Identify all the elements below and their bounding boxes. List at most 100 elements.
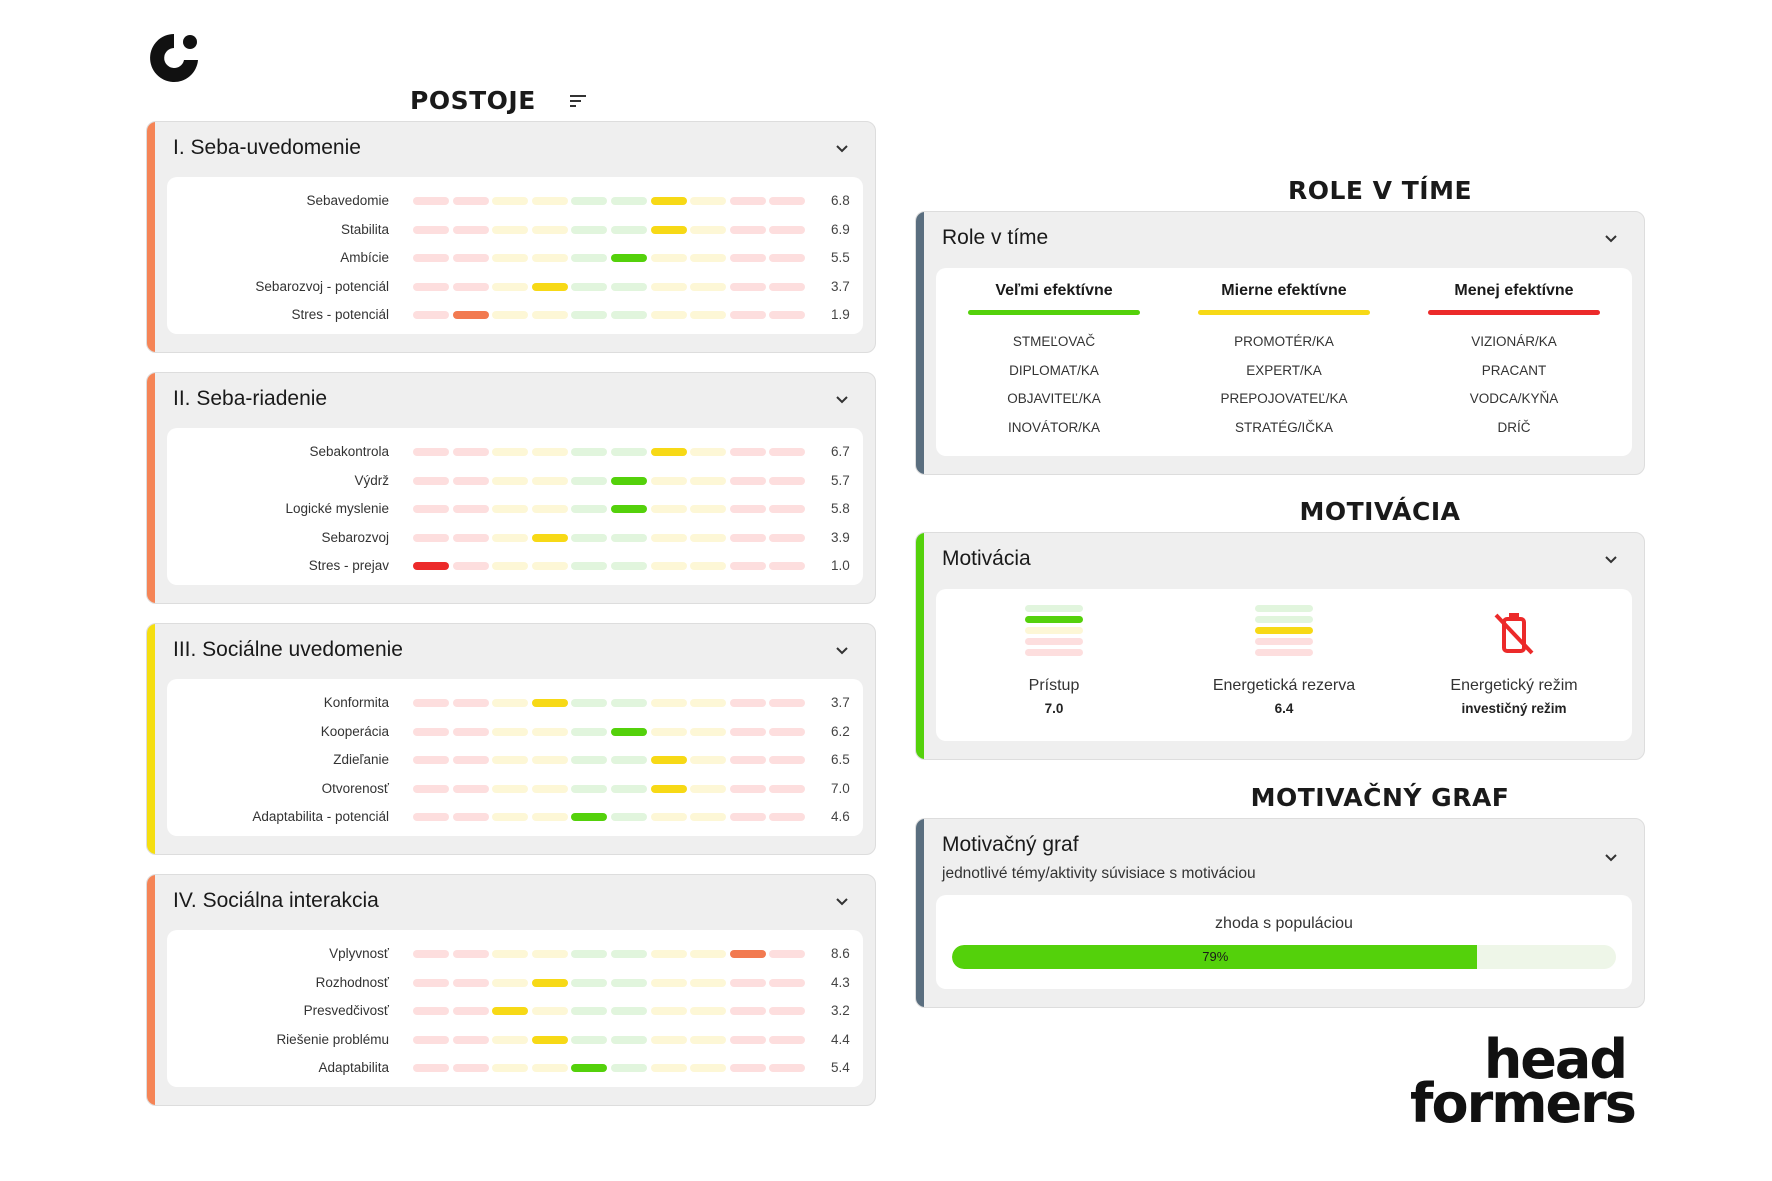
attitude-card: IV. Sociálna interakcia Vplyvnosť 8.6 Ro… [146, 874, 876, 1106]
scale-segment [571, 699, 608, 707]
scale-row: Stres - potenciál 1.9 [167, 301, 863, 329]
scale-segment [492, 699, 529, 707]
scale-row: Výdrž 5.7 [167, 467, 863, 495]
scale-segment [611, 476, 647, 485]
scale-segment [690, 448, 727, 456]
scale-segment [413, 311, 449, 319]
scale-segment [650, 978, 687, 987]
scale-label: Stabilita [340, 221, 389, 237]
scale-segment [729, 756, 766, 764]
scale-segment [571, 727, 608, 736]
role-item: EXPERT/KA [1246, 362, 1322, 378]
scale-segment [571, 197, 608, 205]
scale-segment [769, 1064, 806, 1072]
scale-segment [611, 1007, 647, 1015]
scale-segment [452, 950, 489, 958]
chevron-down-icon[interactable] [1604, 234, 1618, 244]
scale-segment [571, 562, 608, 570]
scale-segment [492, 950, 529, 958]
scale-segment [729, 562, 766, 570]
scale-segment [531, 978, 568, 987]
level-bar [1025, 605, 1083, 612]
scale-bar [413, 1064, 809, 1072]
scale-bar [413, 448, 809, 456]
scale-segment [413, 533, 449, 542]
graph-accent [916, 819, 924, 1007]
scale-value: 4.6 [831, 809, 850, 824]
scale-label: Logické myslenie [285, 501, 389, 516]
role-item: PROMOTÉR/KA [1234, 334, 1334, 349]
scale-segment [492, 311, 529, 319]
headformers-wordmark: head formers [1410, 1028, 1637, 1135]
scale-segment [650, 813, 687, 821]
role-column-underline [1198, 310, 1370, 315]
scale-segment [571, 254, 608, 262]
scale-segment [413, 1007, 449, 1015]
motivation-label: Energetický režim [1450, 677, 1578, 694]
scale-segment [452, 311, 489, 319]
scale-segment [729, 505, 766, 513]
scale-segment [571, 1035, 608, 1044]
scale-label: Sebarozvoj - potenciál [255, 278, 389, 294]
scale-segment [650, 448, 687, 456]
sort-icon[interactable] [570, 94, 588, 108]
motivation-value: investičný režim [1461, 701, 1567, 716]
scale-segment [492, 448, 529, 456]
scale-value: 1.0 [831, 558, 850, 573]
scale-value: 1.9 [831, 307, 850, 322]
scale-segment [690, 197, 727, 205]
role-column-heading: Mierne efektívne [1221, 282, 1347, 299]
scale-segment [413, 1035, 449, 1044]
role-item: STMEĽOVAČ [1012, 334, 1096, 349]
scale-segment [729, 1007, 766, 1015]
chevron-down-icon[interactable] [835, 144, 849, 154]
chevron-down-icon[interactable] [835, 395, 849, 405]
chevron-down-icon[interactable] [1604, 555, 1618, 565]
scale-segment [650, 1035, 687, 1044]
scale-value: 4.3 [831, 974, 850, 990]
scale-value: 3.2 [831, 1003, 850, 1018]
scale-segment [413, 699, 449, 707]
scale-bar [413, 254, 809, 262]
card-accent [147, 875, 155, 1105]
scale-segment [611, 1064, 647, 1072]
scale-bar [413, 533, 809, 542]
scale-segment [452, 282, 489, 291]
scale-segment [452, 756, 489, 764]
scale-segment [492, 978, 529, 987]
roles-accent [916, 212, 924, 474]
scale-label: Zdieľanie [333, 752, 389, 767]
card-title: I. Seba-uvedomenie [173, 136, 361, 159]
attitude-card: I. Seba-uvedomenie Sebavedomie 6.8 Stabi… [146, 121, 876, 353]
scale-segment [413, 784, 449, 793]
scale-value: 8.6 [831, 946, 850, 961]
scale-segment [611, 448, 647, 456]
role-item: INOVÁTOR/KA [1007, 419, 1101, 435]
chevron-down-icon[interactable] [835, 897, 849, 907]
scale-segment [452, 699, 489, 707]
chevron-down-icon[interactable] [835, 646, 849, 656]
scale-segment [729, 254, 766, 262]
scale-row: Kooperácia 6.2 [167, 718, 863, 746]
scale-value: 6.9 [831, 221, 850, 237]
scale-segment [492, 254, 529, 262]
scale-segment [492, 1007, 529, 1015]
scale-row: Vplyvnosť 8.6 [167, 940, 863, 968]
scale-segment [413, 1064, 449, 1072]
scale-segment [650, 476, 687, 485]
scale-segment [690, 1035, 727, 1044]
brand-line-1: head [1483, 1028, 1628, 1091]
scale-segment [611, 225, 647, 234]
scale-row: Zdieľanie 6.5 [167, 746, 863, 774]
brand-line-2: formers [1410, 1072, 1637, 1135]
scale-segment [611, 562, 647, 570]
scale-segment [413, 282, 449, 291]
scale-segment [452, 1064, 489, 1072]
scale-value: 4.4 [831, 1031, 850, 1047]
role-item: PREPOJOVATEĽ/KA [1220, 391, 1348, 406]
scale-bar [413, 311, 809, 319]
chevron-down-icon[interactable] [1604, 853, 1618, 863]
scale-label: Adaptabilita [318, 1060, 389, 1075]
scale-segment [690, 311, 727, 319]
scale-segment [729, 1035, 766, 1044]
